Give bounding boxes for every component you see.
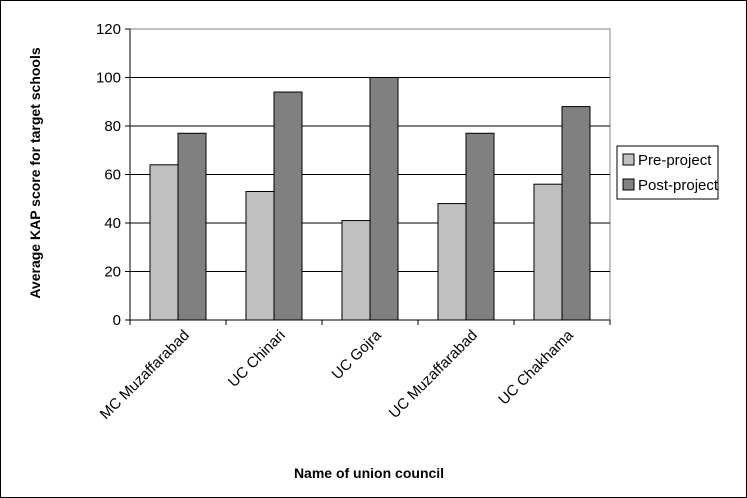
x-tick-label: MC Muzaffarabad bbox=[97, 327, 193, 423]
x-tick-label: UC Muzaffarabad bbox=[386, 327, 481, 422]
x-tick-label: UC Chakhama bbox=[495, 326, 577, 408]
bar-post-project bbox=[177, 132, 207, 321]
legend-label-post-project: Post-project bbox=[638, 177, 719, 194]
y-tick-label: 100 bbox=[96, 70, 121, 87]
bar-pre-project bbox=[533, 183, 563, 321]
y-tick-label: 80 bbox=[104, 118, 121, 135]
x-tick-labels: MC Muzaffarabad UC Chinari UC Gojra UC Muza… bbox=[97, 326, 578, 423]
y-tick-label: 20 bbox=[104, 264, 121, 281]
y-tick-label: 40 bbox=[104, 215, 121, 232]
x-tick-label: UC Gojra bbox=[329, 326, 386, 383]
bar-post-project bbox=[369, 77, 399, 321]
y-tick-label: 120 bbox=[96, 21, 121, 38]
bar-pre-project bbox=[341, 220, 371, 321]
x-axis-title: Name of union council bbox=[294, 465, 444, 481]
y-tick-labels: 0 20 40 60 80 100 120 bbox=[96, 21, 121, 329]
legend: Pre-project Post-project bbox=[616, 145, 719, 200]
y-axis-title: Average KAP score for target schools bbox=[27, 47, 43, 299]
axes bbox=[125, 28, 611, 325]
bar-pre-project bbox=[437, 203, 467, 321]
legend-swatch-pre-project bbox=[622, 153, 635, 166]
x-tick-label: UC Chinari bbox=[225, 327, 289, 391]
bar-post-project bbox=[465, 132, 495, 321]
legend-swatch-post-project bbox=[622, 178, 635, 191]
legend-label-pre-project: Pre-project bbox=[638, 152, 712, 169]
bars bbox=[149, 77, 591, 321]
bar-post-project bbox=[561, 106, 591, 321]
bar-post-project bbox=[273, 91, 303, 321]
y-tick-label: 60 bbox=[104, 167, 121, 184]
y-tick-label: 0 bbox=[113, 312, 121, 329]
bar-pre-project bbox=[149, 164, 179, 321]
bar-pre-project bbox=[245, 190, 275, 321]
